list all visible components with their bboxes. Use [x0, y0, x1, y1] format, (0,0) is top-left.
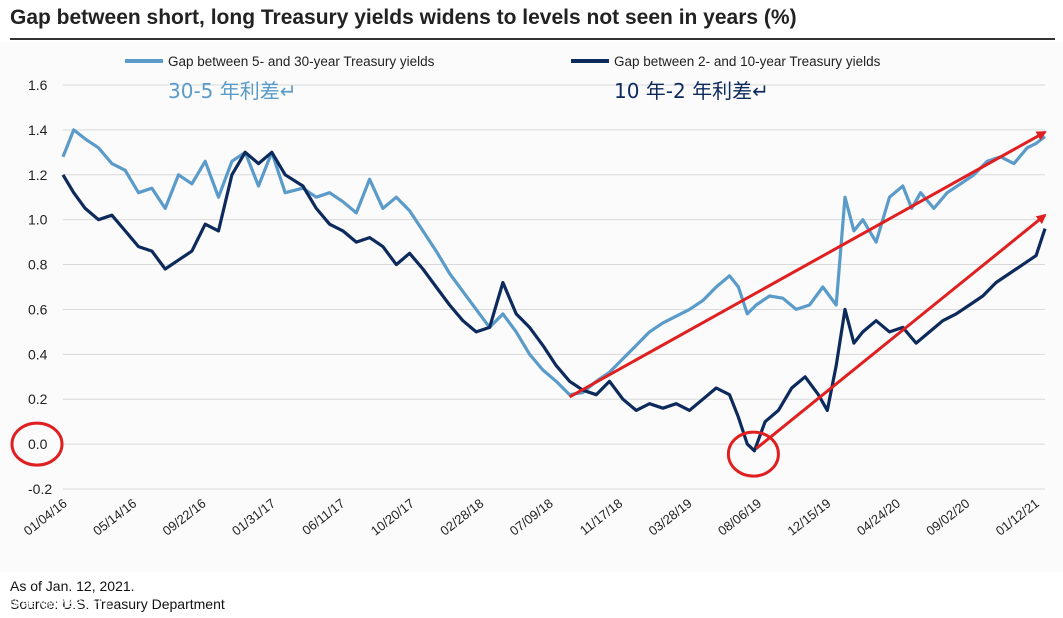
annotation-layer — [10, 130, 1047, 478]
x-tick-label: 01/04/16 — [21, 496, 70, 539]
chart-title: Gap between short, long Treasury yields … — [10, 6, 797, 29]
y-tick-label: 0.0 — [28, 436, 48, 452]
trend-arrow-2 — [755, 213, 1047, 450]
x-axis-ticks: 01/04/16 05/14/16 09/22/16 01/31/17 06/11/17… — [21, 496, 1042, 539]
grid-layer — [63, 84, 1045, 490]
x-tick-label: 12/15/19 — [784, 496, 833, 539]
x-tick-label: 11/17/18 — [577, 496, 625, 538]
y-tick-label: 1.2 — [28, 167, 48, 183]
x-tick-label: 08/06/19 — [715, 496, 764, 539]
legend-label-dark: Gap between 2- and 10-year Treasury yiel… — [614, 54, 881, 69]
source-note: Source: U.S. Treasury Department — [10, 596, 225, 612]
y-tick-label: -0.2 — [28, 481, 52, 497]
x-tick-label: 03/28/19 — [646, 496, 695, 539]
circle-inversion — [726, 430, 780, 478]
x-tick-label: 09/02/20 — [923, 496, 972, 539]
x-tick-label: 09/22/16 — [160, 496, 209, 539]
series-line-2-10 — [61, 150, 1047, 453]
y-axis-ticks: -0.2 0.0 0.2 0.4 0.6 0.8 1.0 1.2 1.4 1.6 — [28, 77, 52, 497]
y-tick-label: 1.4 — [28, 122, 48, 138]
x-tick-label: 01/31/17 — [229, 496, 278, 539]
watermark: 头条 @财经夜行 — [8, 594, 111, 610]
trend-arrow-1 — [568, 130, 1047, 399]
title-rule — [10, 38, 1055, 40]
x-tick-label: 06/11/17 — [299, 496, 347, 538]
y-tick-label: 0.6 — [28, 301, 48, 317]
annotation-label-30-5: 30-5 年利差↵ — [168, 79, 297, 103]
x-tick-label: 01/12/21 — [993, 496, 1042, 539]
series-layer — [61, 128, 1047, 453]
x-tick-label: 02/28/18 — [437, 496, 486, 539]
legend-label-light: Gap between 5- and 30-year Treasury yiel… — [168, 54, 435, 69]
y-tick-label: 0.2 — [28, 391, 48, 407]
x-tick-label: 05/14/16 — [90, 496, 139, 539]
y-tick-label: 0.8 — [28, 257, 48, 273]
y-tick-label: 1.6 — [28, 77, 48, 93]
series-line-5-30 — [61, 128, 1046, 397]
y-tick-label: 0.4 — [28, 346, 48, 362]
circle-zero-axis — [10, 421, 64, 467]
x-tick-label: 10/20/17 — [368, 496, 417, 539]
as-of-note: As of Jan. 12, 2021. — [10, 578, 135, 594]
annotation-label-10-2: 10 年-2 年利差↵ — [614, 79, 769, 103]
x-tick-label: 04/24/20 — [854, 496, 903, 539]
y-tick-label: 1.0 — [28, 212, 48, 228]
legend: Gap between 5- and 30-year Treasury yiel… — [125, 54, 881, 103]
x-tick-label: 07/09/18 — [507, 496, 556, 539]
